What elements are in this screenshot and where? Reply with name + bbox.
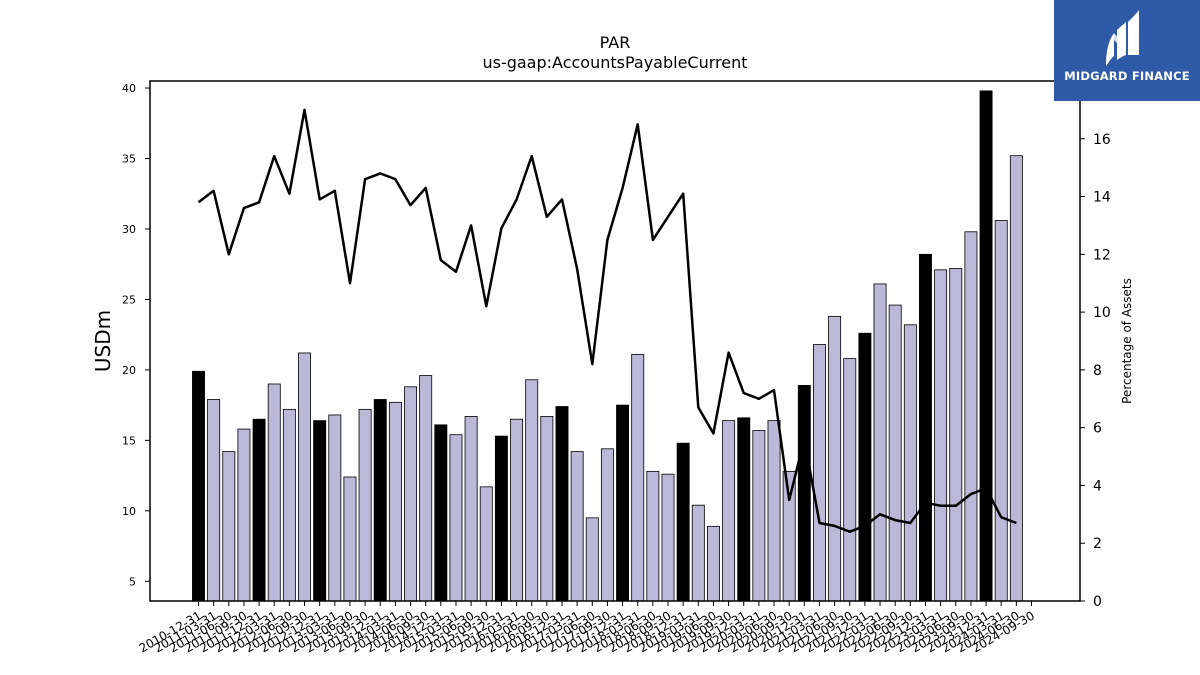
left-tick-label: 30 bbox=[122, 223, 136, 236]
bar bbox=[631, 353, 645, 602]
bar bbox=[298, 352, 311, 602]
bar bbox=[752, 430, 766, 602]
chart-title: PAR bbox=[600, 33, 631, 52]
bar bbox=[964, 231, 978, 602]
bar bbox=[388, 401, 402, 602]
bar bbox=[722, 420, 736, 602]
bar bbox=[419, 375, 433, 602]
right-tick-label: 0 bbox=[1093, 594, 1102, 610]
bar bbox=[358, 408, 372, 602]
bar bbox=[237, 428, 251, 602]
left-tick-label: 15 bbox=[122, 434, 136, 447]
bar bbox=[676, 442, 690, 602]
bar bbox=[767, 420, 781, 602]
bar bbox=[570, 451, 584, 602]
bar bbox=[919, 253, 932, 602]
bar bbox=[949, 268, 963, 602]
bar bbox=[510, 418, 524, 602]
bar bbox=[464, 415, 478, 602]
bar bbox=[192, 370, 205, 602]
bar bbox=[343, 476, 357, 602]
bar bbox=[479, 486, 493, 602]
left-tick-label: 10 bbox=[122, 505, 136, 518]
right-tick-label: 8 bbox=[1093, 363, 1102, 379]
left-axis-label: USDm bbox=[91, 310, 115, 372]
right-tick-label: 6 bbox=[1093, 421, 1102, 437]
percentage-line bbox=[197, 108, 1017, 533]
logo-text: MIDGARD FINANCE bbox=[1064, 69, 1190, 83]
left-tick-label: 5 bbox=[129, 575, 136, 588]
bar bbox=[934, 269, 948, 602]
left-tick-label: 25 bbox=[122, 293, 136, 306]
right-tick-label: 16 bbox=[1093, 132, 1111, 148]
bar bbox=[813, 344, 826, 602]
bar bbox=[313, 420, 327, 602]
bar-group bbox=[192, 90, 1023, 602]
bar bbox=[873, 283, 887, 602]
right-tick-label: 14 bbox=[1093, 190, 1111, 206]
bar bbox=[585, 517, 599, 602]
logo-mark-icon bbox=[1106, 10, 1139, 66]
left-tick-label: 20 bbox=[122, 364, 136, 377]
right-tick-label: 12 bbox=[1093, 247, 1111, 263]
bar bbox=[616, 404, 630, 602]
bar bbox=[282, 408, 296, 602]
bar bbox=[661, 473, 675, 602]
bar bbox=[540, 415, 554, 602]
bar bbox=[222, 451, 236, 602]
bar bbox=[328, 414, 342, 602]
bar bbox=[737, 417, 751, 602]
bar bbox=[373, 399, 387, 602]
bar bbox=[207, 399, 221, 602]
right-axis: 0 2 4 6 8 10 12 14 16 bbox=[1080, 132, 1111, 610]
bar bbox=[555, 406, 569, 602]
bar bbox=[525, 379, 539, 602]
x-axis: 2010-12-312011-03-312011-06-302011-09-30… bbox=[137, 601, 1037, 655]
bar bbox=[797, 384, 811, 602]
bar bbox=[994, 220, 1008, 602]
bar bbox=[903, 324, 917, 602]
bar bbox=[1009, 155, 1023, 602]
bar bbox=[494, 435, 508, 602]
midgard-finance-logo: MIDGARD FINANCE bbox=[1054, 0, 1200, 101]
left-axis: 5 10 15 20 25 30 35 40 bbox=[122, 82, 150, 588]
left-tick-label: 40 bbox=[122, 82, 136, 95]
bar bbox=[828, 315, 842, 602]
bar bbox=[979, 90, 993, 602]
bar bbox=[843, 358, 857, 602]
right-tick-label: 2 bbox=[1093, 536, 1102, 552]
right-tick-label: 4 bbox=[1093, 478, 1102, 494]
bar bbox=[267, 383, 281, 602]
bar bbox=[706, 525, 720, 602]
line-group bbox=[197, 108, 1017, 533]
bar bbox=[888, 304, 902, 602]
plot-frame bbox=[149, 80, 1081, 602]
left-tick-label: 35 bbox=[122, 153, 136, 166]
bar bbox=[691, 504, 705, 602]
chart-subtitle: us-gaap:AccountsPayableCurrent bbox=[482, 53, 747, 72]
right-tick-label: 10 bbox=[1093, 305, 1111, 321]
right-axis-label: Percentage of Assets bbox=[1120, 278, 1134, 404]
bar bbox=[449, 434, 463, 602]
bar bbox=[646, 470, 660, 602]
bar bbox=[600, 448, 614, 602]
bar bbox=[252, 418, 266, 602]
bar bbox=[434, 424, 448, 602]
bar bbox=[858, 332, 872, 602]
bar bbox=[404, 386, 417, 602]
